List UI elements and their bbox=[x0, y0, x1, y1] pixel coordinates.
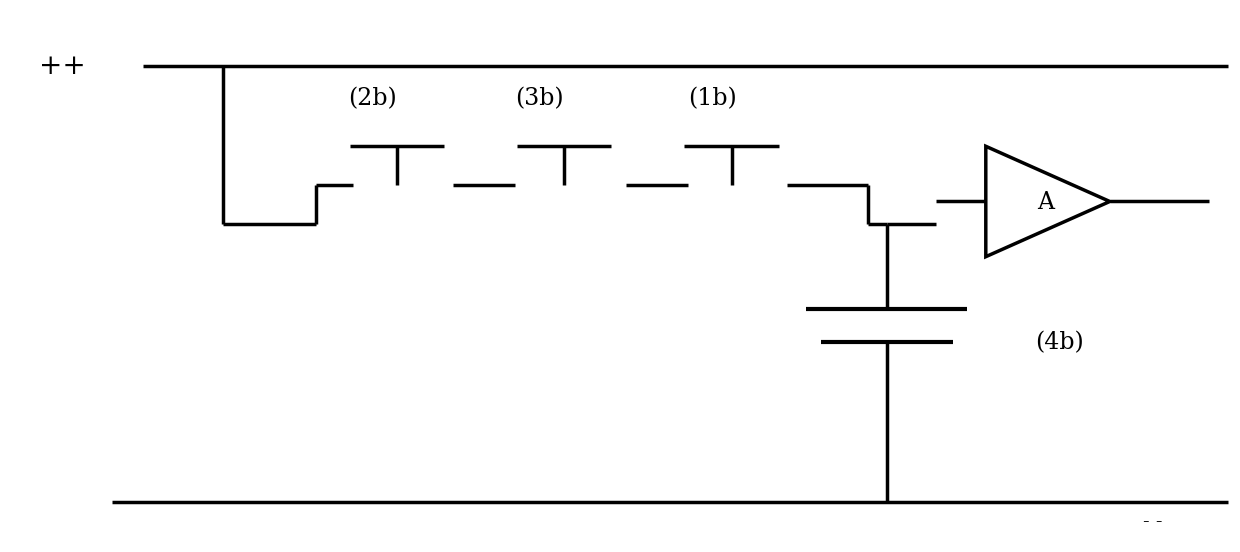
Text: (4b): (4b) bbox=[1035, 331, 1084, 354]
Text: - -: - - bbox=[1143, 513, 1163, 530]
Text: A: A bbox=[1037, 191, 1054, 214]
Text: (1b): (1b) bbox=[688, 87, 738, 110]
Text: (3b): (3b) bbox=[515, 87, 564, 110]
Text: ++: ++ bbox=[38, 53, 86, 79]
Text: (2b): (2b) bbox=[347, 87, 397, 110]
